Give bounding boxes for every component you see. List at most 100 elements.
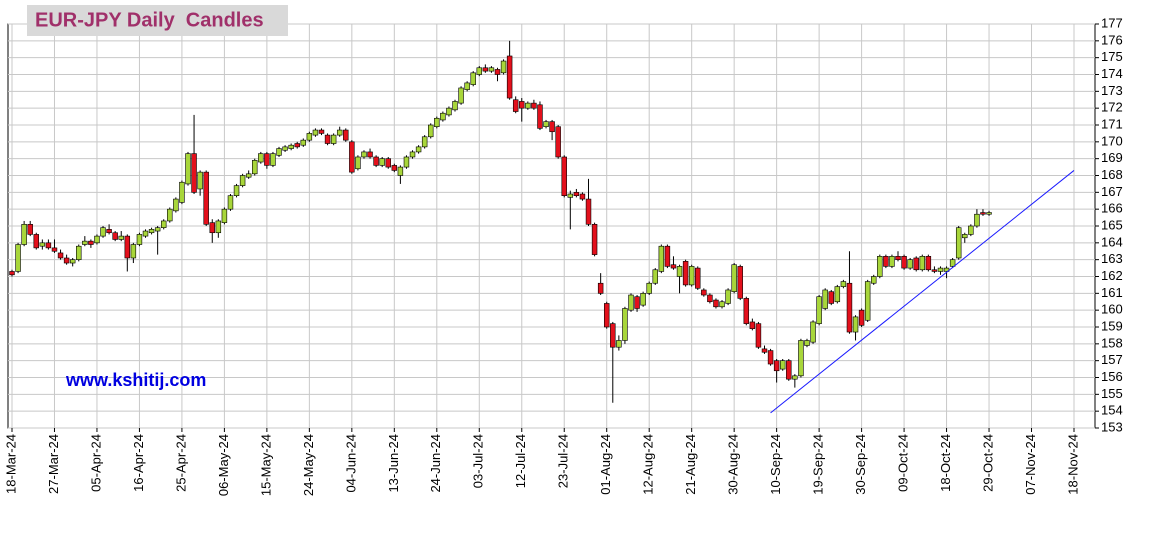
candle-body [955,227,962,259]
candle-body [628,294,634,311]
y-tick-label: 171 [1101,116,1123,131]
candle-body [525,102,531,109]
candle-body [889,255,895,267]
y-tick-label: 164 [1101,234,1123,249]
y-tick-label: 165 [1101,217,1123,232]
y-tick-label: 177 [1101,15,1123,30]
candle-body [233,185,240,197]
candle-body [919,255,926,271]
candle-body [688,266,695,286]
y-tick-label: 155 [1101,386,1123,401]
candle-body [264,153,270,166]
candle-body [482,67,489,72]
candle-body [840,281,847,287]
candle-body [458,87,464,104]
candle-body [440,112,446,121]
candle-body [318,129,325,134]
candle-body [743,298,750,324]
candle-body [931,269,938,272]
candle-body [100,227,106,237]
candle-body [191,153,197,193]
x-tick-label: 18-Mar-24 [3,434,18,494]
candle-body [883,255,889,267]
candle-body [203,171,209,225]
candle-body [725,289,731,304]
candle-body [561,156,567,197]
y-tick-label: 163 [1101,251,1123,266]
candle-body [343,129,349,141]
candle-body [160,220,167,228]
candle-body [494,69,501,75]
x-tick-label: 12-Jul-24 [513,434,528,488]
watermark: www.kshitij.com [65,370,206,390]
candle-body [306,133,313,141]
candle-body [82,240,88,245]
candle-body [810,321,816,343]
candle-body [852,316,859,333]
candle-body [330,134,337,144]
candle-body [15,244,21,272]
candle-body [500,60,507,74]
trend-line [770,170,1075,414]
candle-body [136,234,143,245]
candle-body [573,192,580,196]
candle-body [579,193,586,200]
candle-body [695,267,701,289]
y-tick-label: 161 [1101,285,1123,300]
candle-body [415,146,422,153]
candle-body [355,156,361,170]
x-tick-label: 06-May-24 [216,434,231,496]
candle-body [834,286,841,303]
candle-body [27,224,33,235]
candle-body [258,153,264,163]
x-tick-label: 13-Jun-24 [386,434,401,493]
x-tick-label: 19-Sep-24 [811,434,826,495]
candle-body [682,261,689,286]
candle-body [51,247,58,252]
x-tick-label: 30-Sep-24 [853,434,868,495]
candle-body [179,181,185,203]
candle-body [737,266,743,299]
candle-body [385,158,391,168]
candle-body [173,198,179,212]
candle-body [968,225,974,235]
candle-body [373,156,379,166]
chart-title: EUR-JPY Daily Candles [35,9,264,31]
x-tick-label: 03-Jul-24 [471,434,486,488]
candle-body [512,99,519,112]
x-tick-label: 24-May-24 [301,434,316,496]
candle-body [792,375,798,380]
x-tick-label: 16-Apr-24 [131,434,146,492]
candle-body [288,144,294,149]
x-tick-label: 01-Aug-24 [598,434,613,495]
candle-body [349,141,355,173]
x-tick-label: 29-Oct-24 [980,434,995,492]
candle-body [804,340,810,346]
candle-body [397,166,404,176]
y-tick-label: 157 [1101,352,1123,367]
candle-body [779,360,786,370]
candle-body [962,234,968,239]
candle-body [88,240,94,245]
candle-body [245,173,252,178]
y-tick-label: 173 [1101,83,1123,98]
candle-body [701,289,707,296]
y-tick-label: 176 [1101,32,1123,47]
candle-body [124,235,131,259]
candle-body [361,151,367,158]
candle-body [634,296,640,309]
candle-body [428,124,434,138]
x-tick-label: 04-Jun-24 [343,434,358,493]
candle-body [864,281,871,321]
candle-body [646,282,652,294]
x-tick-label: 15-May-24 [258,434,273,496]
candle-body [980,212,986,215]
candle-body [597,282,604,294]
y-tick-label: 160 [1101,302,1123,317]
candle-body [33,234,40,249]
candle-body [300,139,307,146]
candle-body [925,255,932,271]
candle-body [591,224,598,255]
y-tick-label: 158 [1101,335,1123,350]
